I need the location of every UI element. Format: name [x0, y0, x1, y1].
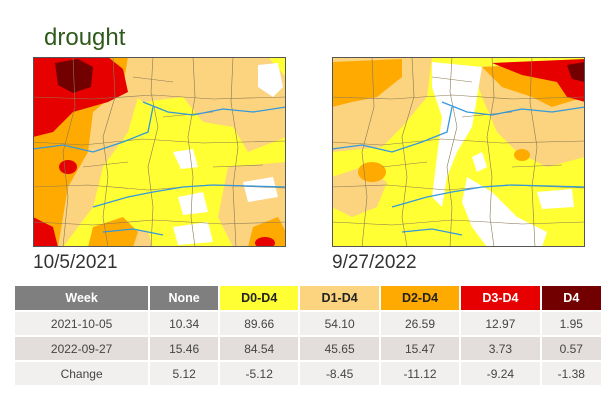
table-cell: 54.10 [300, 312, 379, 335]
d1-area [113, 57, 286, 152]
header-none: None [150, 286, 219, 310]
table-cell: 45.65 [300, 337, 379, 360]
none-area [173, 149, 198, 169]
header-d0-d4: D0-D4 [220, 286, 299, 310]
map-date-2022: 9/27/2022 [332, 252, 417, 273]
table-cell: 15.46 [150, 337, 219, 360]
d4-area [567, 62, 585, 82]
table-cell: 3.73 [461, 337, 540, 360]
none-area [243, 177, 278, 202]
page-title: drought [44, 24, 126, 51]
none-area [178, 192, 208, 215]
table-row: 2022-09-27 15.46 84.54 45.65 15.47 3.73 … [15, 337, 601, 360]
drought-stats-table: Week None D0-D4 D1-D4 D2-D4 D3-D4 D4 202… [13, 284, 603, 387]
table-cell: 5.12 [150, 362, 219, 385]
table-cell: 89.66 [220, 312, 299, 335]
d3-area [33, 217, 58, 247]
d3-area [492, 59, 585, 102]
table-cell: -11.12 [380, 362, 460, 385]
d3-area [59, 160, 77, 174]
table-cell: 2021-10-05 [15, 312, 149, 335]
d3-area [33, 57, 128, 137]
rivers [332, 101, 585, 236]
d3-area [255, 237, 275, 247]
drought-map-2022-svg [332, 57, 585, 247]
table-cell: 84.54 [220, 337, 299, 360]
table-cell: 0.57 [541, 337, 601, 360]
header-d4: D4 [541, 286, 601, 310]
drought-map-2022 [332, 57, 585, 247]
table-header-row: Week None D0-D4 D1-D4 D2-D4 D3-D4 D4 [15, 286, 601, 310]
table-cell: 1.95 [541, 312, 601, 335]
table-cell: -5.12 [220, 362, 299, 385]
header-d1-d4: D1-D4 [300, 286, 379, 310]
none-area [258, 63, 283, 97]
table-cell: -9.24 [461, 362, 540, 385]
d2-area [358, 162, 386, 182]
none-area [462, 177, 547, 247]
d2-area [514, 149, 530, 161]
drought-map-2021-svg [33, 57, 286, 247]
none-area [432, 62, 482, 207]
table-cell: 15.47 [380, 337, 460, 360]
none-area [537, 189, 574, 209]
table-cell: 10.34 [150, 312, 219, 335]
header-week: Week [15, 286, 149, 310]
county-lines [332, 57, 585, 247]
table-row: 2021-10-05 10.34 89.66 54.10 26.59 12.97… [15, 312, 601, 335]
table-cell: -1.38 [541, 362, 601, 385]
table-cell: 2022-09-27 [15, 337, 149, 360]
table-cell: Change [15, 362, 149, 385]
table-cell: -8.45 [300, 362, 379, 385]
map-date-2021: 10/5/2021 [33, 252, 118, 273]
table-cell: 26.59 [380, 312, 460, 335]
table-cell: 12.97 [461, 312, 540, 335]
drought-map-2021 [33, 57, 286, 247]
table-row: Change 5.12 -5.12 -8.45 -11.12 -9.24 -1.… [15, 362, 601, 385]
header-d2-d4: D2-D4 [380, 286, 460, 310]
none-area [472, 152, 487, 172]
header-d3-d4: D3-D4 [461, 286, 540, 310]
rivers [33, 101, 286, 236]
d2-area [332, 59, 402, 107]
